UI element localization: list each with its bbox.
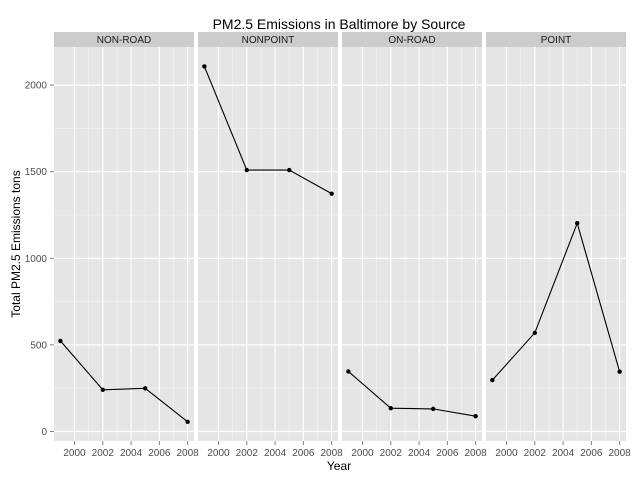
- x-tick-label: 2002: [524, 448, 547, 459]
- data-point: [575, 221, 580, 226]
- panel-background: [198, 47, 338, 441]
- data-point: [244, 167, 249, 173]
- data-point: [58, 338, 63, 344]
- x-tick-label: 2000: [207, 448, 230, 459]
- x-tick-label: 2006: [148, 448, 171, 459]
- panel-background: [486, 47, 626, 441]
- x-tick-label: 2004: [264, 448, 287, 459]
- x-tick-label: 2002: [380, 448, 403, 459]
- data-point: [143, 386, 148, 391]
- x-tick-label: 2006: [580, 448, 603, 459]
- series-line: [203, 66, 332, 195]
- facet-strip-label: POINT: [541, 35, 572, 46]
- x-tick-label: 2000: [495, 448, 518, 459]
- series-line: [59, 340, 188, 423]
- facet-panels: 0 500 1000 1500 2000 NON-ROAD 2000 2002 2004 2006…: [25, 32, 631, 459]
- y-tick-label: 1000: [25, 254, 48, 265]
- x-tick-label: 2006: [292, 448, 315, 459]
- x-tick-label: 2008: [177, 448, 200, 459]
- x-tick-label: 2002: [236, 448, 259, 459]
- facet-strip: [54, 32, 194, 47]
- y-tick-label: 2000: [25, 81, 48, 92]
- series-line: [491, 221, 621, 381]
- data-point: [185, 419, 190, 425]
- facet-strip-label: NONPOINT: [242, 35, 295, 46]
- x-tick-label: 2004: [552, 448, 575, 459]
- data-point: [490, 377, 495, 383]
- data-point: [202, 64, 207, 69]
- chart-title: PM2.5 Emissions in Baltimore by Source: [213, 16, 466, 32]
- data-point: [617, 369, 622, 374]
- data-point: [431, 406, 436, 412]
- x-tick-label: 2008: [609, 448, 632, 459]
- facet-panel-point: POINT 2000 2002 2004 2006 2008: [486, 32, 631, 459]
- data-point: [329, 191, 334, 196]
- y-tick-label: 500: [30, 340, 47, 351]
- x-axis-title: Year: [327, 459, 351, 473]
- x-tick-label: 2000: [63, 448, 86, 459]
- facet-strip-label: ON-ROAD: [388, 35, 435, 46]
- x-tick-label: 2002: [92, 448, 115, 459]
- data-point: [346, 369, 351, 374]
- series-line: [347, 370, 476, 417]
- data-point: [532, 330, 537, 336]
- y-axis-title: Total PM2.5 Emissions tons: [9, 170, 23, 317]
- facet-panel-non-road: NON-ROAD 2000 2002 2004 2006 2008: [54, 32, 199, 459]
- x-tick-label: 2004: [120, 448, 143, 459]
- x-tick-label: 2006: [436, 448, 459, 459]
- facet-strip: [486, 32, 626, 47]
- facet-strip: [198, 32, 338, 47]
- facet-strip-label: NON-ROAD: [97, 35, 151, 46]
- data-point: [287, 167, 292, 173]
- facet-panel-nonpoint: NONPOINT 2000 2002 2004 2006 2008: [198, 32, 343, 459]
- panel-background: [342, 47, 482, 441]
- x-tick-label: 2000: [351, 448, 374, 459]
- data-point: [388, 406, 393, 411]
- x-tick-label: 2004: [408, 448, 431, 459]
- data-point: [100, 387, 105, 392]
- data-point: [473, 413, 478, 419]
- y-tick-label: 1500: [25, 167, 48, 178]
- x-tick-label: 2008: [465, 448, 488, 459]
- facet-panel-on-road: ON-ROAD 2000 2002 2004 2006 2008: [342, 32, 487, 459]
- panel-background: [54, 47, 194, 441]
- facet-strip: [342, 32, 482, 47]
- x-tick-label: 2008: [321, 448, 344, 459]
- y-tick-label: 0: [41, 427, 47, 438]
